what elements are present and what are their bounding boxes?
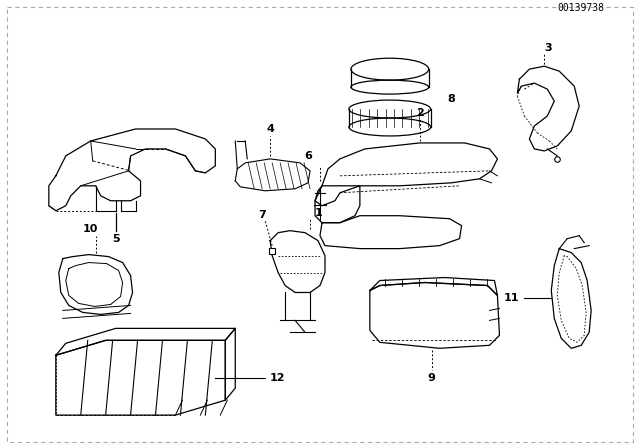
Text: 3: 3 (544, 43, 552, 53)
Text: 00139738: 00139738 (557, 3, 604, 13)
Text: 9: 9 (428, 373, 436, 383)
Text: 2: 2 (416, 108, 424, 118)
Text: 6: 6 (304, 151, 312, 161)
Text: 11: 11 (504, 293, 520, 303)
Text: 8: 8 (447, 94, 455, 104)
Text: 10: 10 (83, 224, 99, 234)
Text: 5: 5 (112, 234, 120, 244)
Text: 7: 7 (259, 210, 266, 220)
Text: 12: 12 (270, 373, 285, 383)
Text: 4: 4 (266, 124, 274, 134)
Text: 1: 1 (315, 208, 323, 218)
